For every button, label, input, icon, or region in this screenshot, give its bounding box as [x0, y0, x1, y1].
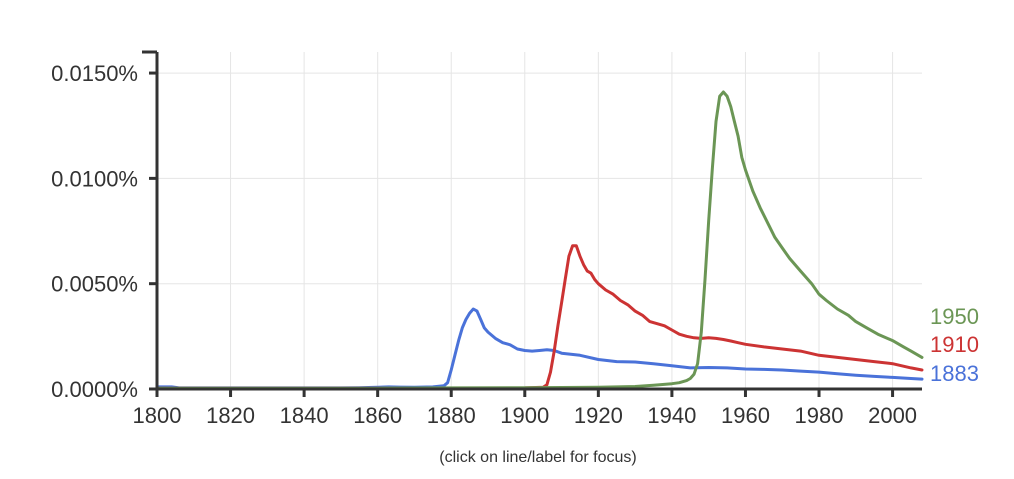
x-tick-label: 1960: [721, 403, 770, 428]
x-tick-label: 1860: [353, 403, 402, 428]
y-tick-label: 0.0150%: [51, 61, 138, 86]
x-tick-label: 1820: [206, 403, 255, 428]
x-tick-label: 1880: [427, 403, 476, 428]
x-tick-label: 1900: [500, 403, 549, 428]
focus-hint-note: (click on line/label for focus): [439, 449, 636, 466]
grid-layer: [156, 52, 922, 390]
x-tick-label: 1920: [574, 403, 623, 428]
series-layer: [155, 90, 924, 390]
y-tick-label: 0.0000%: [51, 377, 138, 402]
y-tick-label: 0.0050%: [51, 272, 138, 297]
legend-label-1950[interactable]: 1950: [930, 304, 979, 329]
y-tick-label: 0.0100%: [51, 166, 138, 191]
x-tick-label: 1980: [795, 403, 844, 428]
x-tick-label: 2000: [868, 403, 917, 428]
legend-label-1883[interactable]: 1883: [930, 361, 979, 386]
x-tick-label: 1940: [647, 403, 696, 428]
legend-layer: 1950 1910 1883: [930, 304, 979, 386]
legend-label-1910[interactable]: 1910: [930, 332, 979, 357]
series-line-1950[interactable]: [155, 90, 924, 390]
x-tick-label: 1840: [280, 403, 329, 428]
series-line-1910[interactable]: [155, 244, 924, 390]
x-tick-label: 1800: [133, 403, 182, 428]
series-line-1883[interactable]: [155, 307, 924, 390]
axis-layer: 1800 1820 1840 1860 1880 1900 1920 1940 1960 1980…: [51, 50, 922, 428]
